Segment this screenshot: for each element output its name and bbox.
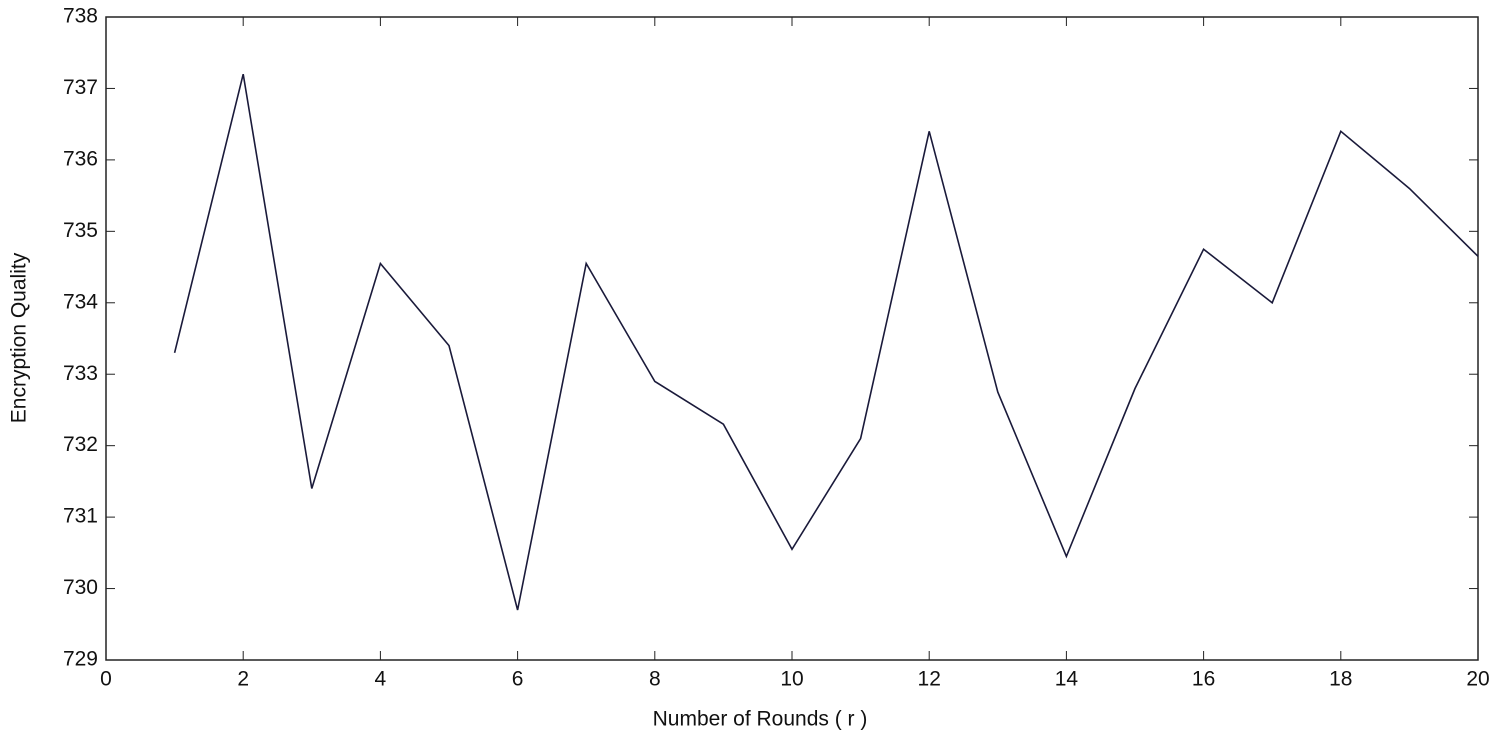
y-tick-label: 730 bbox=[63, 576, 98, 599]
y-axis-label: Encryption Quality bbox=[8, 252, 31, 423]
x-tick-label: 18 bbox=[1329, 668, 1352, 691]
x-tick-label: 10 bbox=[780, 668, 803, 691]
y-tick-label: 738 bbox=[63, 5, 98, 28]
x-tick-label: 2 bbox=[237, 668, 249, 691]
x-tick-label: 6 bbox=[512, 668, 524, 691]
y-tick-label: 733 bbox=[63, 362, 98, 385]
y-tick-label: 737 bbox=[63, 76, 98, 99]
x-tick-label: 4 bbox=[375, 668, 387, 691]
x-tick-label: 20 bbox=[1466, 668, 1489, 691]
x-tick-label: 0 bbox=[100, 668, 112, 691]
y-tick-label: 732 bbox=[63, 433, 98, 456]
x-axis-label: Number of Rounds ( r ) bbox=[653, 708, 868, 731]
y-tick-label: 729 bbox=[63, 648, 98, 671]
x-tick-label: 8 bbox=[649, 668, 661, 691]
x-tick-label: 16 bbox=[1192, 668, 1215, 691]
data-line bbox=[173, 73, 1479, 611]
plot-frame bbox=[105, 16, 1479, 661]
y-tick-label: 734 bbox=[63, 290, 98, 313]
x-tick-label: 14 bbox=[1055, 668, 1079, 691]
y-tick-label: 735 bbox=[63, 219, 98, 242]
y-tick-label: 731 bbox=[63, 505, 98, 528]
x-tick-label: 12 bbox=[918, 668, 941, 691]
y-tick-label: 736 bbox=[63, 147, 98, 170]
